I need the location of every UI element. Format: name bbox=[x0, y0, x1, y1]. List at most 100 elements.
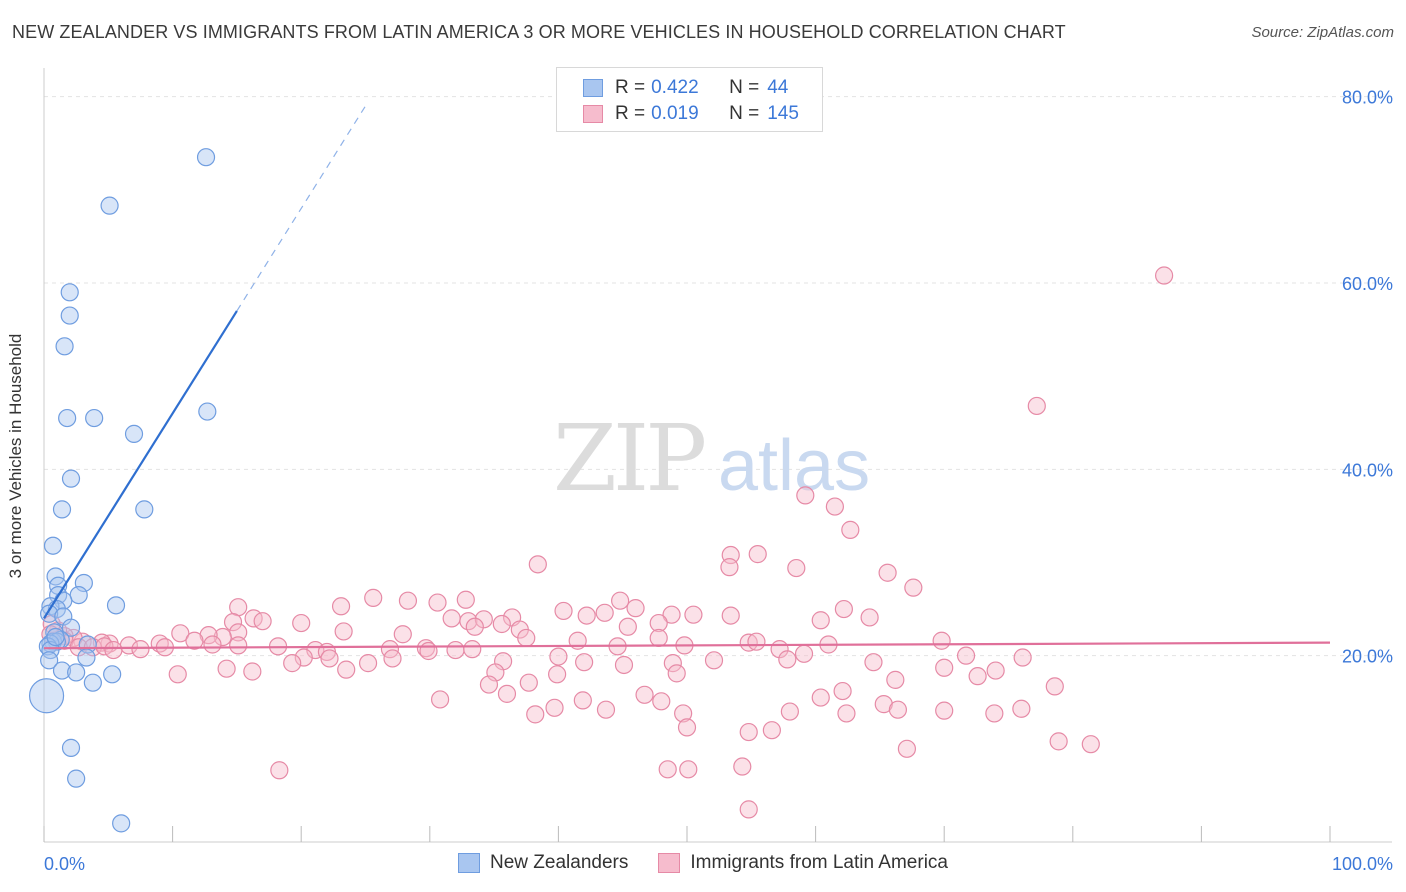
point-latin-america bbox=[213, 627, 232, 647]
y-tick-label: 80.0% bbox=[1342, 88, 1393, 108]
point-latin-america bbox=[364, 588, 383, 607]
y-tick-label: 40.0% bbox=[1342, 460, 1393, 480]
point-new-zealander bbox=[28, 678, 65, 714]
point-latin-america bbox=[626, 599, 645, 618]
point-latin-america bbox=[456, 590, 475, 609]
point-latin-america bbox=[739, 722, 758, 742]
point-new-zealander bbox=[43, 536, 63, 555]
point-latin-america bbox=[465, 617, 484, 636]
point-latin-america bbox=[614, 655, 634, 675]
point-latin-america bbox=[935, 701, 954, 720]
point-latin-america bbox=[834, 599, 853, 619]
point-latin-america bbox=[575, 653, 594, 672]
point-latin-america bbox=[526, 705, 545, 724]
trend-line-new-zealanders bbox=[43, 310, 238, 619]
point-latin-america bbox=[419, 641, 438, 661]
point-new-zealander bbox=[85, 408, 104, 428]
point-new-zealander bbox=[58, 408, 77, 428]
point-latin-america bbox=[393, 625, 412, 644]
point-latin-america bbox=[446, 640, 465, 660]
legend-n-label: N = bbox=[729, 103, 760, 124]
point-latin-america bbox=[1045, 677, 1064, 696]
point-latin-america bbox=[294, 648, 313, 667]
point-latin-america bbox=[131, 640, 150, 659]
point-latin-america bbox=[794, 644, 814, 663]
point-new-zealander bbox=[69, 585, 88, 605]
point-latin-america bbox=[748, 545, 767, 564]
point-latin-america bbox=[935, 658, 954, 677]
legend-n-value: 145 bbox=[767, 103, 799, 124]
point-latin-america bbox=[833, 681, 852, 701]
point-latin-america bbox=[762, 721, 781, 740]
point-latin-america bbox=[463, 640, 482, 659]
point-latin-america bbox=[337, 660, 356, 679]
point-new-zealander bbox=[55, 337, 74, 356]
point-new-zealander bbox=[112, 814, 131, 833]
point-latin-america bbox=[796, 486, 815, 505]
series-legend-latin-america[interactable]: Immigrants from Latin America bbox=[658, 852, 948, 874]
point-latin-america bbox=[904, 578, 923, 597]
point-new-zealander bbox=[40, 651, 59, 670]
point-latin-america bbox=[739, 800, 758, 819]
point-latin-america bbox=[442, 609, 461, 628]
point-latin-america bbox=[787, 558, 806, 578]
y-tick-label: 20.0% bbox=[1342, 647, 1393, 667]
point-latin-america bbox=[611, 591, 630, 610]
series-new-zealanders bbox=[28, 148, 217, 833]
legend-row-new-zealanders: R = 0.422 N = 44 bbox=[583, 76, 788, 100]
point-latin-america bbox=[684, 605, 703, 624]
point-latin-america bbox=[554, 601, 573, 621]
point-new-zealander bbox=[198, 402, 217, 421]
point-latin-america bbox=[662, 605, 681, 624]
point-latin-america bbox=[383, 649, 402, 668]
point-latin-america bbox=[841, 520, 860, 539]
point-latin-america bbox=[596, 700, 616, 719]
point-latin-america bbox=[618, 617, 637, 636]
point-latin-america bbox=[430, 690, 450, 709]
point-latin-america bbox=[778, 650, 797, 669]
point-latin-america bbox=[270, 761, 289, 780]
point-latin-america bbox=[652, 692, 671, 711]
point-new-zealander bbox=[124, 424, 144, 444]
legend-swatch-pink bbox=[658, 853, 681, 873]
point-latin-america bbox=[577, 606, 596, 625]
point-latin-america bbox=[649, 613, 668, 633]
point-latin-america bbox=[334, 622, 353, 641]
point-latin-america bbox=[986, 661, 1005, 680]
point-latin-america bbox=[171, 624, 190, 643]
point-latin-america bbox=[968, 667, 987, 686]
point-new-zealander bbox=[67, 769, 86, 788]
point-new-zealander bbox=[77, 648, 96, 667]
series-legend-new-zealanders[interactable]: New Zealanders bbox=[458, 852, 628, 874]
trend-line-latin-america bbox=[43, 641, 1331, 650]
point-latin-america bbox=[168, 665, 187, 684]
trend-line-new-zealanders-extension bbox=[236, 105, 367, 312]
point-new-zealander bbox=[100, 196, 119, 215]
point-latin-america bbox=[721, 606, 740, 625]
point-latin-america bbox=[985, 704, 1004, 723]
point-new-zealander bbox=[83, 673, 102, 692]
point-latin-america bbox=[595, 603, 614, 622]
legend-swatch-blue bbox=[458, 853, 480, 873]
point-latin-america bbox=[674, 704, 693, 723]
point-latin-america bbox=[886, 670, 905, 689]
chart-title: NEW ZEALANDER VS IMMIGRANTS FROM LATIN A… bbox=[12, 22, 1066, 42]
point-latin-america bbox=[331, 597, 351, 616]
series-legend-label: New Zealanders bbox=[490, 852, 629, 873]
point-latin-america bbox=[677, 718, 697, 737]
point-new-zealander bbox=[67, 663, 86, 682]
point-latin-america bbox=[956, 646, 976, 665]
point-latin-america bbox=[1012, 699, 1031, 718]
point-latin-america bbox=[739, 633, 758, 652]
point-latin-america bbox=[878, 563, 897, 582]
point-latin-america bbox=[780, 702, 799, 721]
series-legend-label: Immigrants from Latin America bbox=[690, 852, 948, 873]
point-latin-america bbox=[203, 635, 222, 654]
watermark-atlas: atlas bbox=[718, 426, 870, 506]
point-latin-america bbox=[253, 612, 272, 631]
point-latin-america bbox=[492, 614, 511, 634]
point-latin-america bbox=[398, 591, 418, 610]
point-latin-america bbox=[479, 675, 499, 694]
point-latin-america bbox=[519, 673, 538, 692]
